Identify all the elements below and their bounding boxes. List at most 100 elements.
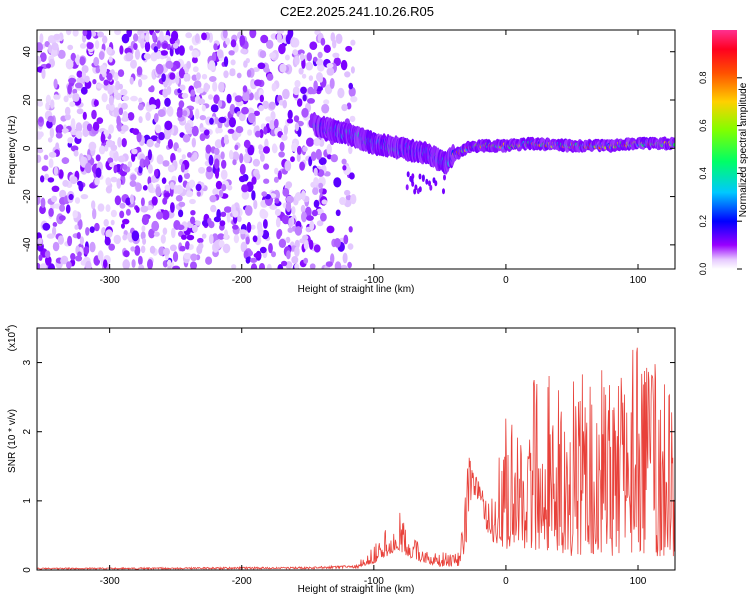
spectrogram-cell bbox=[105, 229, 113, 239]
spectrogram-cell bbox=[199, 133, 206, 142]
spectrogram-cell bbox=[44, 250, 51, 258]
spectrogram-cell bbox=[113, 150, 119, 162]
spectrogram-cell bbox=[294, 246, 300, 257]
spectrogram-cell bbox=[69, 101, 76, 107]
spectrogram-cell bbox=[53, 33, 61, 41]
spectrogram-cell bbox=[94, 40, 100, 50]
spectrogram-cell bbox=[160, 234, 166, 244]
spectrogram-cell bbox=[284, 54, 290, 61]
spectrogram-cell bbox=[110, 144, 118, 151]
spectrogram-cell bbox=[231, 151, 240, 162]
spectrogram-cell bbox=[162, 160, 170, 167]
spectrogram-cell bbox=[279, 63, 287, 73]
spectrogram-cell bbox=[309, 263, 316, 269]
spectrogram-cell bbox=[218, 81, 225, 93]
spectrogram-x-tick-label: -100 bbox=[364, 275, 384, 286]
spectrogram-cell bbox=[292, 49, 299, 56]
spectrogram-cell bbox=[242, 85, 248, 93]
spectrogram-cell bbox=[219, 220, 226, 227]
spectrogram-cell bbox=[205, 256, 213, 265]
spectrogram-cell bbox=[340, 264, 348, 269]
spectrogram-cell bbox=[149, 245, 156, 254]
spectrogram-cell bbox=[226, 212, 231, 223]
spectrogram-cell bbox=[218, 240, 225, 248]
spectrogram-cell bbox=[218, 116, 227, 124]
colorbar-tick-label: 0.8 bbox=[698, 72, 708, 85]
spectrogram-cell bbox=[229, 149, 234, 160]
spectrogram-cell bbox=[141, 225, 146, 232]
spectrogram-cell bbox=[236, 72, 242, 79]
spectrogram-cell bbox=[282, 187, 290, 197]
spectrogram-cell bbox=[247, 129, 253, 136]
spectrogram-cell bbox=[235, 126, 244, 134]
spectrogram-cell bbox=[39, 52, 47, 63]
spectrogram-cell bbox=[263, 163, 270, 170]
spectrogram-cell bbox=[227, 184, 233, 191]
spectrogram-cell bbox=[285, 195, 294, 204]
spectrogram-cell bbox=[37, 262, 41, 269]
spectrogram-cell bbox=[186, 60, 192, 70]
spectrogram-cell bbox=[225, 37, 231, 45]
spectrogram-cell bbox=[166, 106, 174, 117]
spectrogram-cell bbox=[92, 121, 100, 131]
spectrogram-cell bbox=[253, 110, 260, 117]
spectrogram-cell bbox=[161, 73, 166, 82]
spectrogram-x-tick-label: -200 bbox=[232, 275, 252, 286]
spectrogram-cell bbox=[117, 155, 126, 163]
spectrogram-cell bbox=[142, 185, 148, 191]
spectrogram-cell bbox=[63, 95, 69, 103]
spectrogram-cell bbox=[147, 182, 154, 193]
spectrogram-cell bbox=[264, 138, 269, 149]
spectrogram-cell bbox=[238, 112, 246, 122]
spectrogram-cell bbox=[77, 251, 82, 257]
spectrogram-cell bbox=[178, 68, 185, 79]
spectrogram-cell bbox=[104, 236, 111, 246]
spectrogram-cell bbox=[134, 49, 141, 60]
spectrogram-cell bbox=[84, 75, 90, 83]
spectrogram-cell bbox=[234, 144, 239, 151]
spectrogram-cell bbox=[243, 153, 251, 164]
spectrogram-x-tick-label: -300 bbox=[100, 275, 120, 286]
spectrogram-cell bbox=[40, 197, 46, 209]
spectrogram-cell bbox=[309, 239, 314, 250]
spectrogram-cell bbox=[52, 241, 60, 252]
spectrogram-cell bbox=[103, 79, 109, 86]
spectrogram-cell bbox=[343, 234, 349, 245]
spectrogram-cell bbox=[119, 45, 124, 55]
spectrogram-cell bbox=[80, 155, 85, 166]
spectrogram-cell bbox=[341, 158, 347, 165]
spectrogram-cell bbox=[53, 94, 60, 100]
spectrogram-cell bbox=[339, 197, 347, 205]
spectrogram-cell bbox=[212, 81, 218, 92]
snr-x-axis: -300 -200 -100 0 100 bbox=[100, 328, 647, 587]
spectrogram-cell bbox=[163, 35, 171, 41]
spectrogram-cell bbox=[191, 49, 200, 58]
spectrogram-cell bbox=[164, 120, 173, 131]
spectrogram-cell bbox=[51, 195, 58, 203]
spectrogram-cell bbox=[103, 219, 109, 227]
spectrogram-cell bbox=[254, 172, 261, 180]
spectrogram-cell bbox=[76, 232, 81, 240]
spectrogram-cell bbox=[42, 222, 51, 231]
colorbar-tick-label: 0.4 bbox=[698, 167, 708, 180]
spectrogram-cell bbox=[259, 263, 265, 269]
spectrogram-cell bbox=[250, 263, 258, 269]
spectrogram-cell bbox=[189, 198, 196, 205]
spectrogram-cell bbox=[263, 178, 270, 184]
spectrogram-cell bbox=[130, 59, 137, 69]
spectrogram-cell bbox=[335, 209, 341, 217]
spectrogram-cell bbox=[153, 231, 160, 237]
spectrogram-cell bbox=[442, 188, 445, 195]
spectrogram-cell bbox=[167, 164, 175, 173]
spectrogram-cell bbox=[229, 70, 236, 77]
spectrogram-cell bbox=[316, 86, 323, 92]
spectrogram-cell bbox=[167, 259, 172, 267]
spectrogram-cell bbox=[320, 37, 326, 46]
spectrogram-cell bbox=[126, 30, 132, 38]
spectrogram-cell bbox=[67, 84, 72, 95]
spectrogram-cell bbox=[72, 30, 79, 37]
spectrogram-cell bbox=[249, 257, 258, 263]
spectrogram-cell bbox=[230, 39, 237, 48]
spectrogram-cell bbox=[176, 109, 183, 118]
spectrogram-cell bbox=[287, 30, 294, 39]
